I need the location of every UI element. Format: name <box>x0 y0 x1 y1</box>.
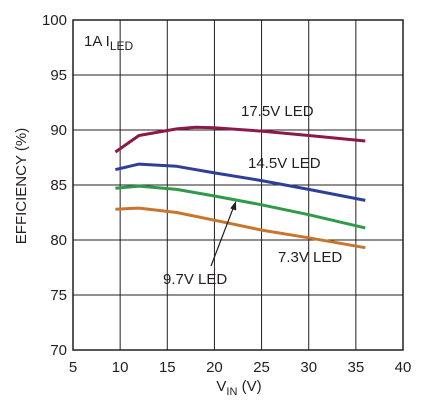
x-tick-label: 15 <box>159 359 176 376</box>
tick-labels: 5 10 15 20 25 30 35 40 70 75 80 85 90 95 100 <box>42 12 411 376</box>
callout-line <box>210 205 235 267</box>
series-label-7-3v: 7.3V LED <box>278 249 342 266</box>
series-line-2 <box>115 184 366 230</box>
series-label-9-7v: 9.7V LED <box>163 271 227 288</box>
x-tick-label: 35 <box>348 359 365 376</box>
x-tick-label: 30 <box>300 359 317 376</box>
series-label-17-5v: 17.5V LED <box>241 103 314 120</box>
x-tick-label: 20 <box>206 359 223 376</box>
y-axis-label: EFFICIENCY (%) <box>13 128 30 244</box>
y-tick-label: 85 <box>50 177 67 194</box>
series-label-14-5v: 14.5V LED <box>248 155 321 172</box>
y-tick-label: 95 <box>50 67 67 84</box>
x-axis-label: VIN (V) <box>216 378 261 398</box>
y-tick-label: 100 <box>42 12 67 29</box>
grid <box>72 19 404 351</box>
x-tick-label: 5 <box>69 359 77 376</box>
y-tick-label: 80 <box>50 232 67 249</box>
y-tick-label: 90 <box>50 122 67 139</box>
series-line-3 <box>115 206 366 250</box>
load-current-annotation: 1A ILED <box>84 33 134 53</box>
x-tick-label: 10 <box>112 359 129 376</box>
x-tick-label: 40 <box>395 359 412 376</box>
plot-frame <box>72 19 404 351</box>
callout-arrowhead-icon <box>230 201 237 211</box>
y-tick-label: 70 <box>50 342 67 359</box>
series-line-1 <box>115 162 366 202</box>
x-tick-label: 25 <box>253 359 270 376</box>
series-line-0 <box>114 125 366 154</box>
y-tick-label: 75 <box>50 287 67 304</box>
series <box>114 125 366 250</box>
